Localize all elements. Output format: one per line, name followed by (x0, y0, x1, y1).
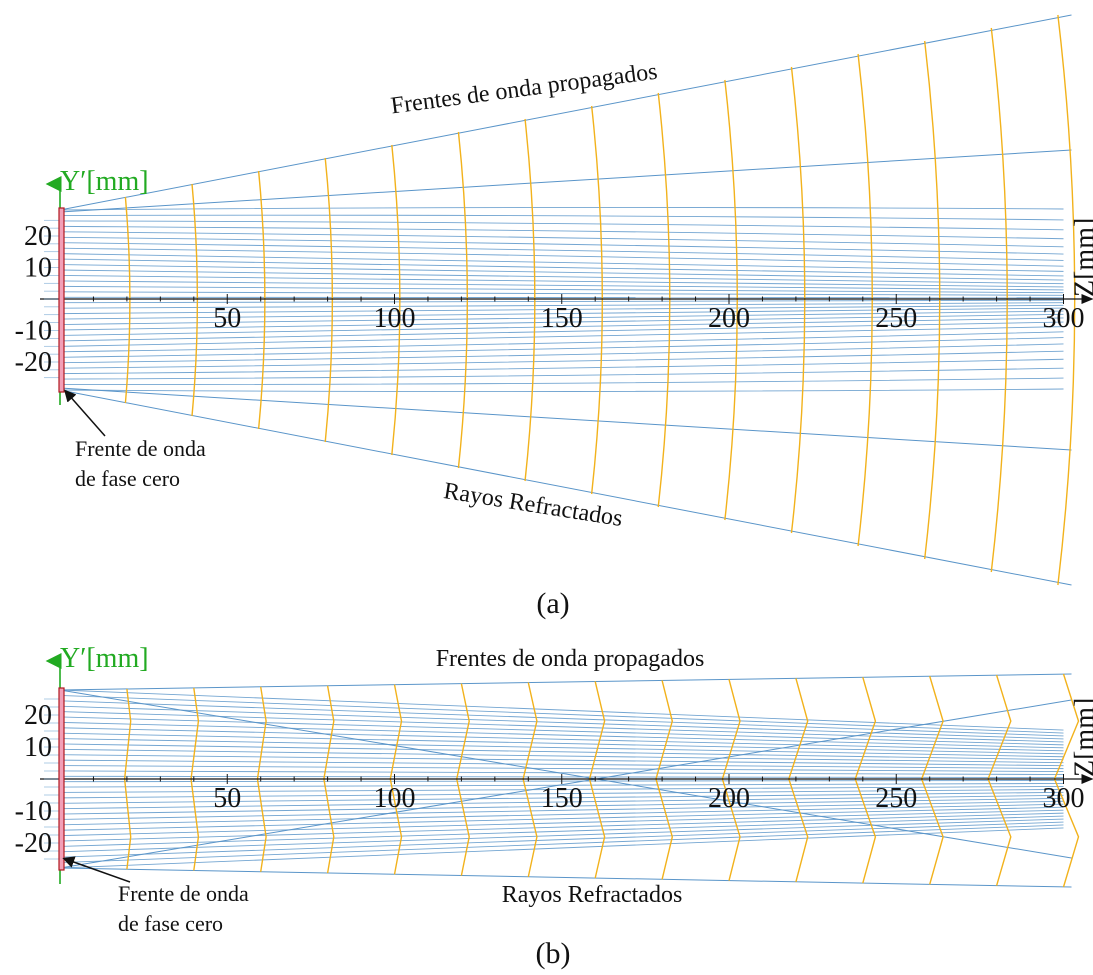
ray-line (60, 368, 1064, 379)
ray-line (60, 237, 1064, 254)
wavefront-curve (458, 132, 467, 468)
title-bottom-b: Rayos Refractados (502, 882, 683, 908)
annotation-arrow-icon (68, 394, 105, 436)
wavefront-curve (789, 678, 808, 882)
annotation-line2-b: de fase cero (118, 911, 223, 936)
ray-line (60, 819, 1064, 852)
z-axis-label: Z[mm] (1070, 218, 1093, 297)
wavefront-curve (656, 680, 672, 879)
ray-line (60, 706, 1064, 739)
ray-line (60, 344, 1064, 363)
z-tick-label: 200 (708, 783, 750, 814)
ray-line (60, 243, 1064, 261)
propagated-wavefronts-a (125, 15, 1074, 585)
annotation-line2-a: de fase cero (75, 466, 180, 491)
wavefront-curve (725, 80, 737, 520)
zero-phase-wavefront (59, 688, 64, 870)
ray-line (60, 766, 1064, 772)
wavefront-curve (855, 677, 875, 883)
y-tick-label: 10 (24, 253, 52, 284)
y-tick-label: 20 (24, 221, 52, 252)
z-tick-label: 50 (213, 783, 241, 814)
panel-label-b: (b) (536, 937, 571, 970)
z-tick-label: 150 (541, 783, 583, 814)
ray-line (60, 828, 1064, 868)
refracted-rays-b (60, 674, 1072, 887)
z-tick-label: 100 (374, 783, 416, 814)
wavefront-curve (791, 67, 804, 533)
ray-line (60, 744, 1064, 760)
wavefront-curve (525, 119, 535, 481)
y-axis-label: Y′[mm] (60, 643, 149, 674)
wavefront-curve (125, 197, 129, 403)
ray-line (60, 690, 1064, 730)
ray-line (60, 286, 1064, 292)
ray-line (60, 207, 1064, 210)
y-tick-label: 20 (24, 700, 52, 731)
y-axis-label: Y′[mm] (60, 166, 149, 197)
wavefront-curve (259, 171, 265, 429)
wavefront-curve (858, 54, 872, 546)
ray-line (60, 733, 1064, 754)
annotation-line1-b: Frente de onda (118, 881, 249, 906)
z-tick-label: 200 (708, 303, 750, 334)
ray-line (60, 695, 1064, 733)
y-tick-label: -20 (15, 828, 52, 859)
z-axis-label: Z[mm] (1070, 698, 1093, 777)
y-tick-label: -20 (15, 347, 52, 378)
panel-label-a: (a) (536, 587, 569, 620)
zero-phase-wavefront (59, 208, 64, 392)
wavefront-curve (722, 679, 740, 880)
ray-line (60, 351, 1064, 368)
z-tick-label: 250 (875, 783, 917, 814)
z-tick-label: 300 (1043, 783, 1085, 814)
ray-line (60, 259, 1064, 276)
wavefront-curve (592, 106, 603, 494)
annotation-arrow-icon (68, 860, 130, 882)
title-top-a: Frentes de onda propagados (389, 59, 659, 120)
annotation-line1-a: Frente de onda (75, 436, 206, 461)
y-tick-label: 10 (24, 732, 52, 763)
z-tick-label: 50 (213, 303, 241, 334)
ray-line (60, 226, 1064, 238)
z-tick-label: 300 (1043, 303, 1085, 334)
title-top-b: Frentes de onda propagados (436, 646, 705, 672)
y-tick-label: -10 (15, 796, 52, 827)
wavefront-curve (523, 683, 537, 877)
ray-line (60, 221, 1064, 230)
ray-line (60, 215, 1064, 220)
wavefront-curve (658, 93, 670, 507)
wavefront-curve (325, 158, 332, 442)
wavefront-curve (925, 41, 940, 559)
wavefront-curve (192, 184, 197, 416)
y-tick-label: -10 (15, 316, 52, 347)
z-tick-label: 150 (541, 303, 583, 334)
ray-line (60, 389, 1064, 392)
z-tick-label: 100 (374, 303, 416, 334)
z-tick-label: 250 (875, 303, 917, 334)
ray-line (60, 674, 1072, 690)
ray-line (60, 825, 1064, 863)
title-bottom-a: Rayos Refractados (442, 478, 624, 532)
ray-line (60, 378, 1064, 385)
